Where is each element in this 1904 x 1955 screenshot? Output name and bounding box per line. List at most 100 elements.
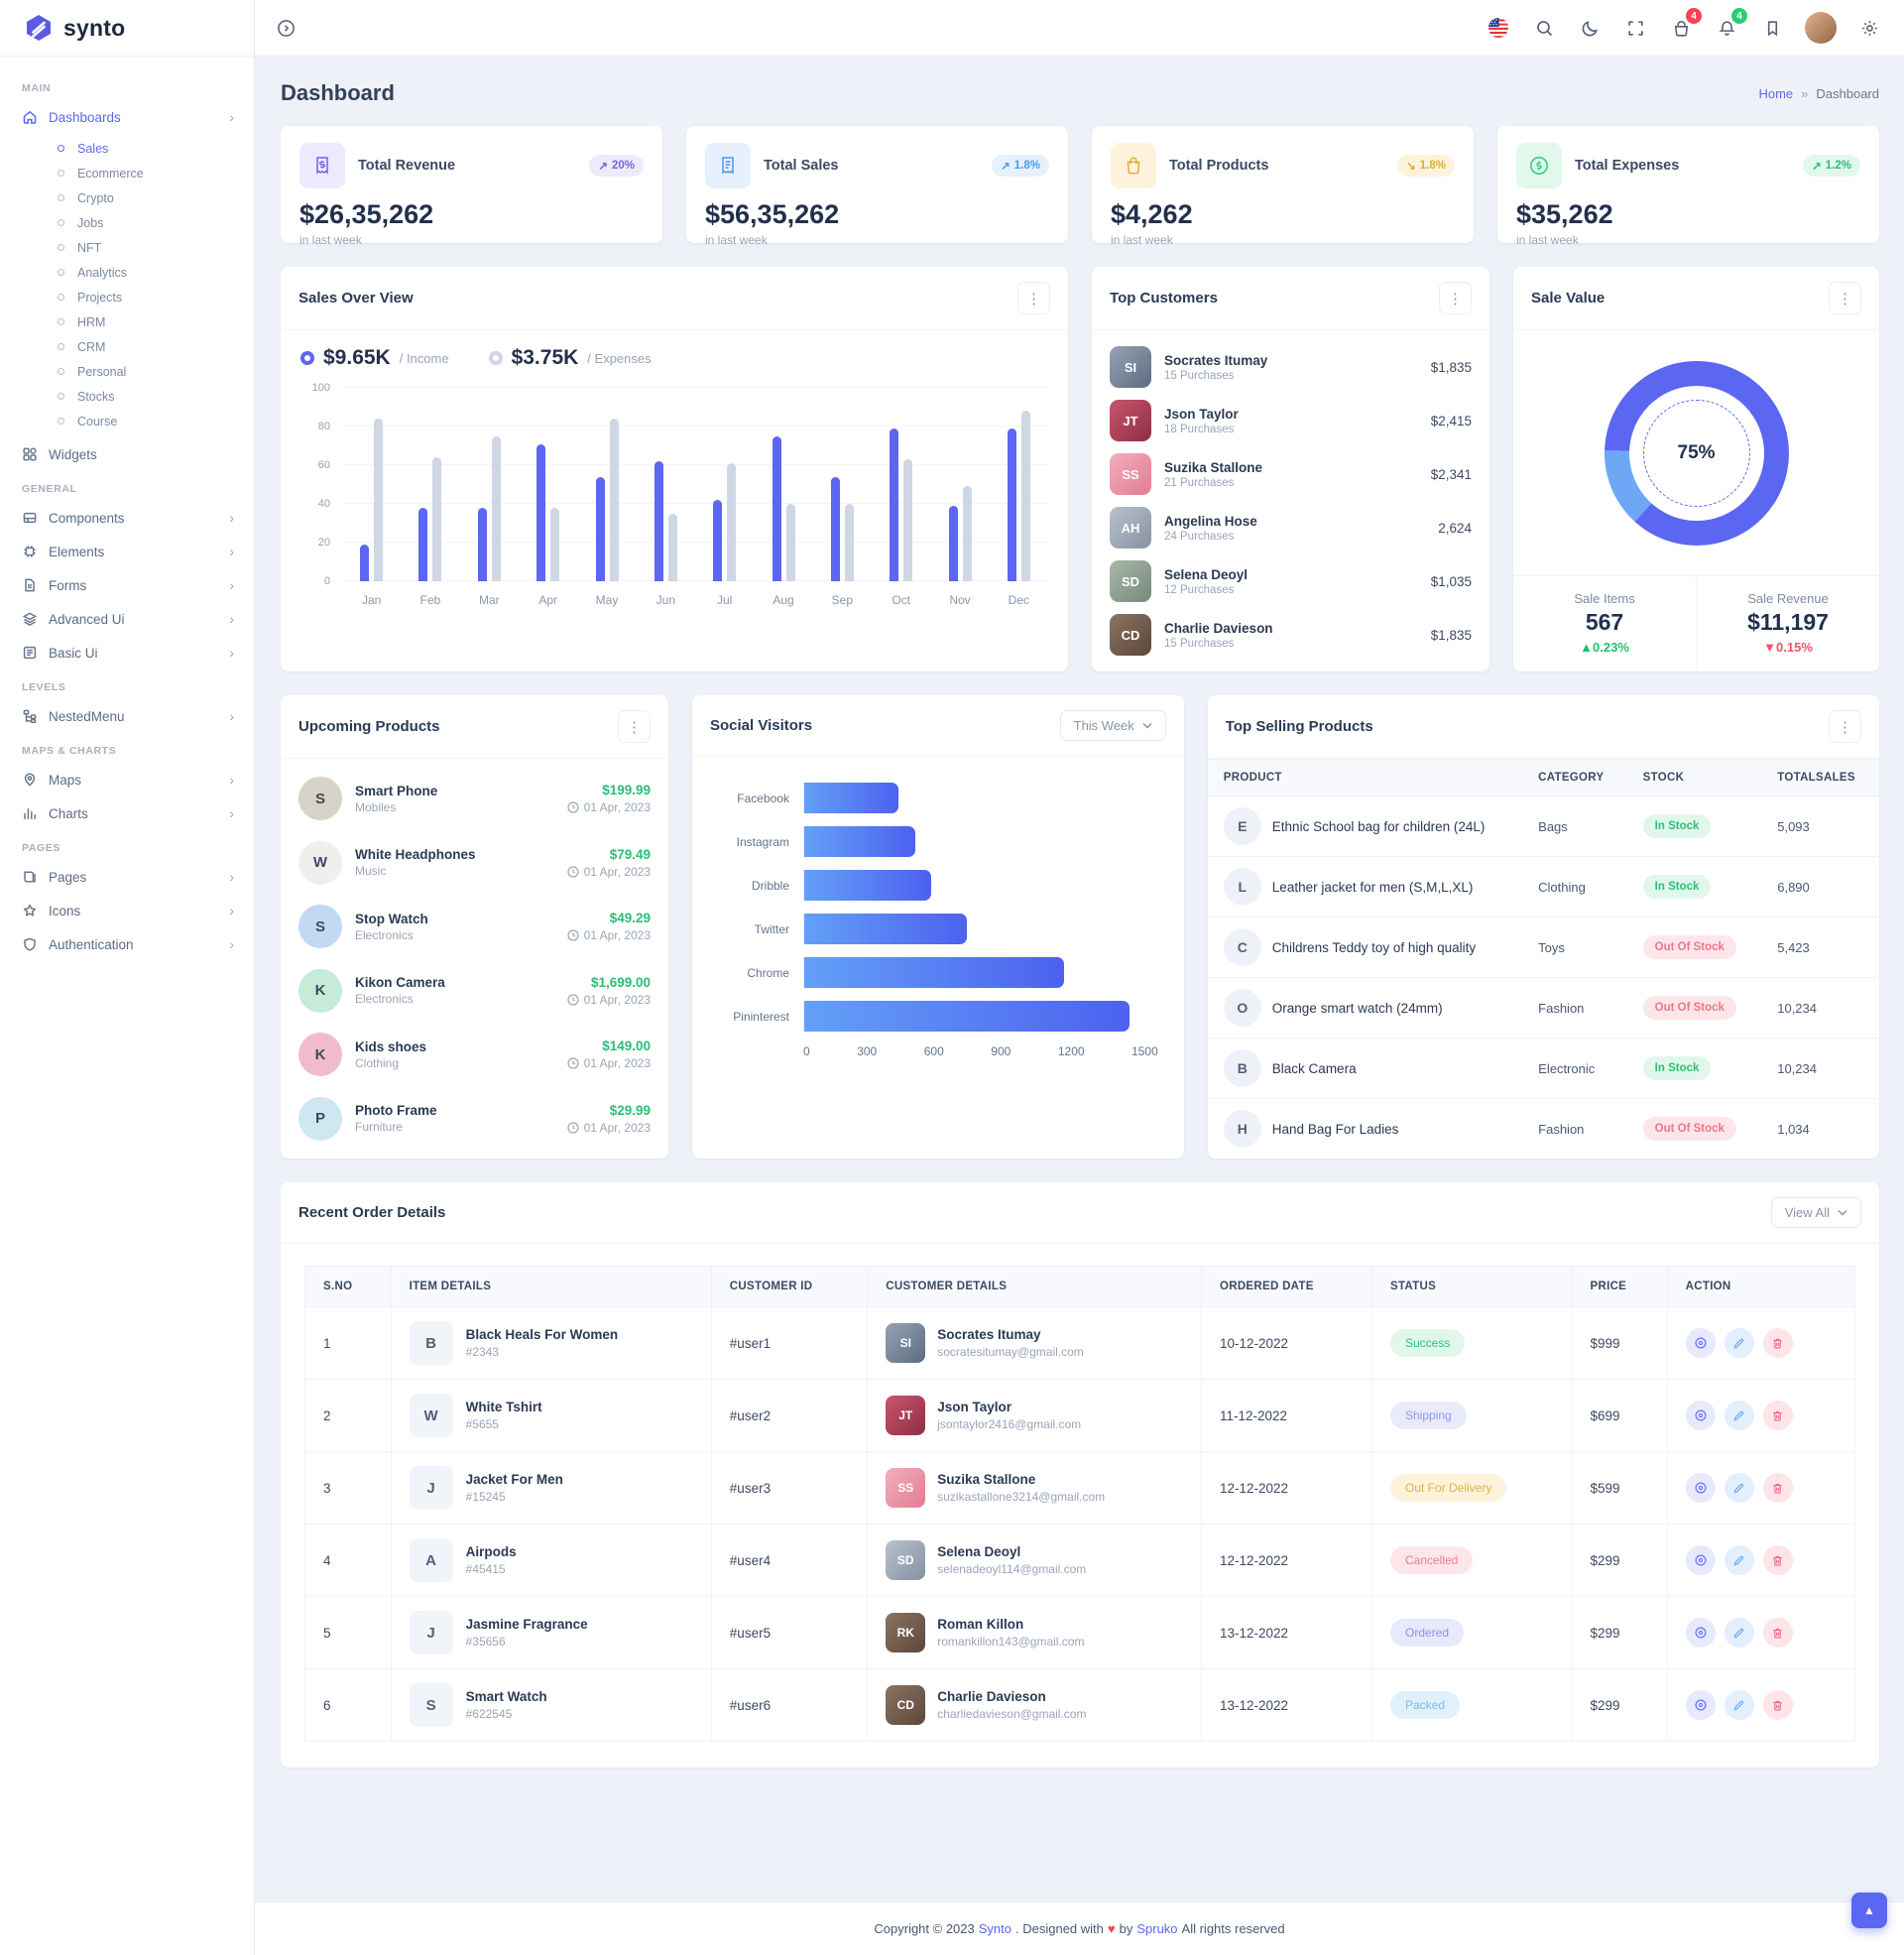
logo[interactable]: synto xyxy=(0,0,254,57)
section-label-levels: LEVELS xyxy=(22,681,66,693)
sidebar-item-components[interactable]: Components › xyxy=(0,501,254,535)
home-icon xyxy=(23,110,37,124)
sidebar-item-icons[interactable]: Icons › xyxy=(0,894,254,927)
product-image: H xyxy=(1223,1110,1261,1148)
sidebar-subitem-analytics[interactable]: Analytics xyxy=(0,260,254,285)
edit-button[interactable] xyxy=(1724,1401,1754,1430)
x-axis-tick: 900 xyxy=(991,1044,1012,1058)
edit-button[interactable] xyxy=(1724,1618,1754,1648)
sidebar-item-label: Forms xyxy=(49,577,87,593)
edit-button[interactable] xyxy=(1724,1690,1754,1720)
sidebar-item-advanced-ui[interactable]: Advanced Ui › xyxy=(0,602,254,636)
sidebar-subitem-personal[interactable]: Personal xyxy=(0,359,254,384)
fullscreen-button[interactable] xyxy=(1622,15,1648,41)
dark-mode-button[interactable] xyxy=(1577,15,1603,41)
breadcrumb-home-link[interactable]: Home xyxy=(1758,85,1794,101)
chevron-down-icon xyxy=(1142,722,1152,729)
user-avatar[interactable] xyxy=(1805,12,1837,44)
sidebar-item-dashboards[interactable]: Dashboards › xyxy=(0,100,254,134)
edit-button[interactable] xyxy=(1724,1545,1754,1575)
delete-button[interactable] xyxy=(1762,1328,1793,1358)
sidebar-item-label: Components xyxy=(49,510,125,526)
view-all-dropdown[interactable]: View All xyxy=(1770,1197,1861,1228)
product-image: K xyxy=(298,1033,342,1077)
avatar: SS xyxy=(886,1468,926,1508)
sidebar-item-forms[interactable]: Forms › xyxy=(0,568,254,602)
tree-icon xyxy=(23,709,37,723)
sidebar-item-charts[interactable]: Charts › xyxy=(0,796,254,830)
view-button[interactable] xyxy=(1685,1401,1716,1430)
sidebar-subitem-sales[interactable]: Sales xyxy=(0,136,254,161)
edit-button[interactable] xyxy=(1724,1328,1754,1358)
settings-button[interactable] xyxy=(1856,15,1882,41)
sidebar-item-basic-ui[interactable]: Basic Ui › xyxy=(0,636,254,670)
kebab-menu-button[interactable]: ⋮ xyxy=(1829,710,1861,743)
sidebar-subitem-crypto[interactable]: Crypto xyxy=(0,185,254,210)
delete-button[interactable] xyxy=(1762,1545,1793,1575)
delete-button[interactable] xyxy=(1762,1401,1793,1430)
spruko-link[interactable]: Spruko xyxy=(1136,1921,1178,1936)
sidebar-item-authentication[interactable]: Authentication › xyxy=(0,927,254,961)
expenses-bar xyxy=(844,504,854,581)
edit-button[interactable] xyxy=(1724,1473,1754,1503)
bookmark-button[interactable] xyxy=(1759,15,1785,41)
sidebar-subitem-course[interactable]: Course xyxy=(0,409,254,433)
sidebar: synto MAIN Dashboards › Sales Ecommerce … xyxy=(0,0,255,1955)
status-badge: Success xyxy=(1389,1329,1466,1357)
view-button[interactable] xyxy=(1685,1328,1716,1358)
sidebar-item-maps[interactable]: Maps › xyxy=(0,763,254,796)
product-date: 01 Apr, 2023 xyxy=(566,1056,651,1070)
sidebar-subitem-hrm[interactable]: HRM xyxy=(0,309,254,334)
gear-icon xyxy=(1861,20,1877,36)
search-button[interactable] xyxy=(1531,15,1557,41)
social-label: Instagram xyxy=(736,834,789,849)
kebab-menu-button[interactable]: ⋮ xyxy=(1439,282,1473,314)
synto-link[interactable]: Synto xyxy=(978,1921,1012,1936)
sidebar-subitem-projects[interactable]: Projects xyxy=(0,285,254,309)
order-sno: 3 xyxy=(304,1451,392,1525)
stat-card-total-products: Total Products ↘ 1.8% $4,262 in last week xyxy=(1092,126,1474,247)
item-name: Airpods xyxy=(465,1544,517,1559)
sidebar-item-nestedmenu[interactable]: NestedMenu › xyxy=(0,699,254,733)
delete-button[interactable] xyxy=(1762,1690,1793,1720)
customer-amount: $2,341 xyxy=(1430,466,1473,482)
order-sno: 4 xyxy=(304,1524,392,1597)
sidebar-item-pages[interactable]: Pages › xyxy=(0,860,254,894)
income-bar xyxy=(713,500,723,581)
delete-button[interactable] xyxy=(1762,1473,1793,1503)
item-id: #15245 xyxy=(465,1490,506,1504)
product-row: S Stop Watch Electronics $49.29 01 Apr, 20… xyxy=(298,899,651,954)
language-flag-button[interactable] xyxy=(1486,15,1511,41)
sales-bar-chart: 0 20 40 60 80 100 Jan Feb Mar Apr May Jun Jul Aug Sep O… xyxy=(300,382,1049,618)
column-header: ORDERED DATE xyxy=(1200,1266,1372,1307)
cart-button[interactable]: 4 xyxy=(1668,8,1702,41)
sidebar-subitem-stocks[interactable]: Stocks xyxy=(0,384,254,409)
eye-icon xyxy=(1695,1554,1707,1566)
week-filter-dropdown[interactable]: This Week xyxy=(1059,710,1166,741)
sidebar-subitem-jobs[interactable]: Jobs xyxy=(0,210,254,235)
kebab-menu-button[interactable]: ⋮ xyxy=(618,710,651,743)
sidebar-subitem-crm[interactable]: CRM xyxy=(0,334,254,359)
sidebar-subitem-nft[interactable]: NFT xyxy=(0,235,254,260)
search-icon xyxy=(1536,20,1552,36)
view-button[interactable] xyxy=(1685,1545,1716,1575)
products-icon xyxy=(1111,143,1156,188)
sidebar-item-widgets[interactable]: Widgets xyxy=(0,437,254,471)
view-button[interactable] xyxy=(1685,1473,1716,1503)
kebab-menu-button[interactable]: ⋮ xyxy=(1017,282,1051,314)
expenses-bar xyxy=(609,419,619,581)
sidebar-item-elements[interactable]: Elements › xyxy=(0,535,254,568)
kebab-menu-button[interactable]: ⋮ xyxy=(1829,282,1861,314)
breadcrumb: Home » Dashboard xyxy=(1758,86,1879,101)
delete-button[interactable] xyxy=(1762,1618,1793,1648)
pencil-icon xyxy=(1733,1483,1744,1494)
stat-title: Total Expenses xyxy=(1575,158,1680,174)
stat-trend-value: 1.2% xyxy=(1825,160,1851,172)
sidebar-toggle-button[interactable] xyxy=(273,15,298,41)
view-button[interactable] xyxy=(1685,1618,1716,1648)
chevron-right-icon: › xyxy=(229,805,234,821)
notifications-button[interactable]: 4 xyxy=(1714,8,1747,41)
sidebar-subitem-ecommerce[interactable]: Ecommerce xyxy=(0,161,254,185)
view-button[interactable] xyxy=(1685,1690,1716,1720)
scroll-to-top-button[interactable]: ▲ xyxy=(1851,1893,1887,1928)
